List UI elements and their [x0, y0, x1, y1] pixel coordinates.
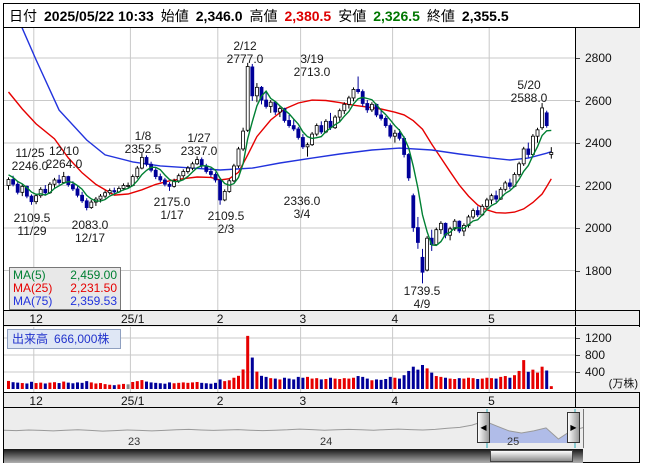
- volume-value: 666,000株: [54, 332, 110, 346]
- svg-text:2175.0: 2175.0: [154, 195, 191, 209]
- horizontal-scrollbar[interactable]: [4, 449, 583, 463]
- close-label: 終値: [426, 7, 455, 24]
- info-bar: 日付 2025/05/22 10:33 始値 2,346.0 高値 2,380.…: [3, 3, 640, 28]
- svg-text:3/19: 3/19: [300, 52, 324, 66]
- svg-text:2352.5: 2352.5: [125, 142, 162, 156]
- svg-text:2337.0: 2337.0: [181, 144, 218, 158]
- svg-text:2109.5: 2109.5: [208, 209, 245, 223]
- left-arrow-icon: ◀: [480, 423, 487, 432]
- svg-text:11/25: 11/25: [15, 146, 44, 160]
- ma25-label: MA(25): [13, 281, 53, 295]
- month-label: 3: [299, 312, 307, 326]
- price-tick-label: 1800: [585, 263, 612, 278]
- svg-text:24: 24: [320, 436, 332, 448]
- price-tick-label: 2600: [585, 93, 612, 108]
- ma5-value: 2,459.00: [70, 268, 117, 282]
- volume-tick-label: 400: [585, 365, 606, 379]
- svg-text:2713.0: 2713.0: [294, 65, 331, 79]
- svg-text:25: 25: [507, 436, 519, 448]
- month-label: 5: [488, 394, 495, 408]
- month-label: 2: [216, 394, 224, 408]
- svg-text:2246.0: 2246.0: [12, 159, 49, 173]
- svg-text:2336.0: 2336.0: [284, 194, 321, 208]
- ma-legend: MA(5) 2,459.00 MA(25) 2,231.50 MA(75) 2,…: [9, 267, 121, 310]
- svg-text:12/10: 12/10: [49, 144, 79, 158]
- svg-text:1/17: 1/17: [160, 208, 184, 222]
- ma75-label: MA(75): [13, 294, 53, 308]
- date-label: 日付: [9, 7, 37, 24]
- low-label: 安値: [338, 7, 367, 24]
- month-label: 25/1: [121, 312, 145, 326]
- ma25-value: 2,231.50: [70, 281, 117, 295]
- svg-text:2109.5: 2109.5: [14, 211, 51, 225]
- svg-text:1/8: 1/8: [135, 129, 152, 143]
- svg-text:4/9: 4/9: [414, 297, 431, 310]
- svg-text:2264.0: 2264.0: [46, 157, 83, 171]
- price-tick-label: 2000: [585, 221, 612, 235]
- price-tick-label: 2400: [585, 136, 612, 150]
- date-value: 2025/05/22 10:33: [44, 7, 154, 24]
- open-value: 2,346.0: [195, 7, 243, 24]
- month-label: 5: [488, 312, 495, 326]
- month-label: 3: [299, 394, 307, 408]
- price-x-axis: 12 25/1 2 3 4 5: [4, 310, 639, 326]
- volume-label: 出来高 666,000株: [7, 329, 122, 349]
- range-navigator[interactable]: 23 24 25 ◀ ▶: [3, 409, 584, 448]
- ma5-legend-row: MA(5) 2,459.00: [13, 269, 117, 282]
- svg-text:12/17: 12/17: [75, 231, 105, 245]
- svg-text:2777.0: 2777.0: [227, 52, 264, 66]
- volume-tick-label: 1200: [585, 331, 612, 345]
- svg-text:5/20: 5/20: [517, 78, 541, 92]
- month-label: 4: [391, 394, 399, 408]
- month-label: 4: [391, 312, 399, 326]
- open-label: 始値: [160, 7, 189, 24]
- svg-text:2083.0: 2083.0: [72, 218, 109, 232]
- svg-text:23: 23: [128, 436, 140, 448]
- svg-text:2588.0: 2588.0: [511, 91, 548, 105]
- right-arrow-icon: ▶: [570, 423, 577, 432]
- scrollbar-thumb[interactable]: [490, 450, 573, 462]
- high-label: 高値: [249, 7, 278, 24]
- svg-text:2/12: 2/12: [233, 39, 257, 53]
- month-label: 12: [29, 394, 43, 408]
- month-label: 2: [216, 312, 224, 326]
- price-tick-label: 2800: [585, 51, 612, 65]
- ma25-legend-row: MA(25) 2,231.50: [13, 282, 117, 295]
- volume-label-text: 出来高: [12, 332, 49, 346]
- volume-x-axis: 12 25/1 2 3 4 5: [4, 392, 639, 408]
- price-y-axis: 2800 2600 2400 2200 2000 1800: [575, 28, 640, 310]
- svg-text:2/3: 2/3: [218, 222, 235, 236]
- volume-unit-label: (万株): [608, 378, 638, 390]
- range-end-handle[interactable]: ▶: [567, 412, 580, 443]
- ma5-label: MA(5): [13, 268, 46, 282]
- month-label: 12: [29, 312, 43, 326]
- svg-text:1/27: 1/27: [187, 131, 211, 145]
- volume-tick-label: 800: [585, 348, 606, 362]
- ma75-value: 2,359.53: [70, 294, 117, 308]
- high-value: 2,380.5: [284, 7, 332, 24]
- volume-y-axis: 1200 800 400 (万株): [575, 327, 640, 392]
- svg-text:3/4: 3/4: [294, 207, 311, 221]
- low-value: 2,326.5: [373, 7, 420, 24]
- ma75-legend-row: MA(75) 2,359.53: [13, 295, 117, 308]
- price-tick-label: 2200: [585, 178, 612, 193]
- svg-text:1739.5: 1739.5: [404, 284, 441, 298]
- close-value: 2,355.5: [461, 7, 509, 24]
- range-start-handle[interactable]: ◀: [477, 412, 490, 443]
- svg-text:11/29: 11/29: [17, 224, 46, 238]
- month-label: 25/1: [121, 394, 145, 408]
